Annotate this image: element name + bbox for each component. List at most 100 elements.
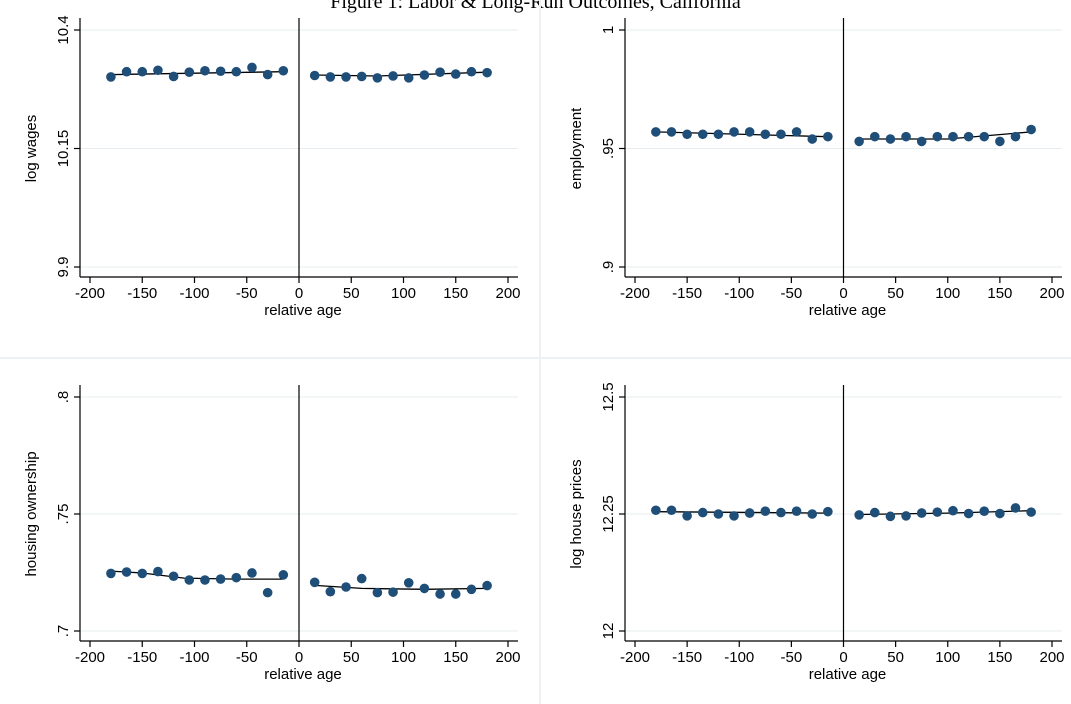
data-point <box>466 66 477 77</box>
data-point <box>854 136 864 147</box>
x-tick-label: 100 <box>391 285 416 302</box>
data-point <box>388 71 398 81</box>
data-point <box>247 62 257 73</box>
chart-panel-1: 9.9 10.15 10.4 -200 -150 -100 -50 0 50 100 150 200 r… <box>23 15 521 319</box>
data-point <box>760 506 771 516</box>
y-tick-label: .7 <box>55 625 72 638</box>
x-tick-label: -100 <box>724 285 754 302</box>
y-tick-label: .75 <box>55 504 72 525</box>
data-point <box>482 580 492 591</box>
x-tick-label: 50 <box>343 285 360 302</box>
data-point <box>744 508 755 518</box>
data-point <box>388 587 398 597</box>
x-tick-label: -50 <box>236 649 258 666</box>
data-point <box>325 72 336 82</box>
x-tick-label: 150 <box>443 649 468 666</box>
fit-line-left <box>110 570 284 580</box>
x-tick-label: -50 <box>781 649 803 666</box>
y-tick-label: 12 <box>600 623 617 640</box>
data-point <box>995 508 1005 519</box>
data-point <box>419 583 430 594</box>
data-point <box>729 127 739 137</box>
data-point <box>760 129 771 140</box>
data-point <box>309 70 320 81</box>
x-axis-title: relative age <box>809 666 887 683</box>
x-tick-label: -150 <box>127 285 157 302</box>
x-tick-label: -150 <box>127 649 157 666</box>
data-point <box>341 582 351 592</box>
x-tick-label: -200 <box>75 649 105 666</box>
data-point <box>278 65 289 76</box>
data-point <box>791 127 802 137</box>
x-tick-label: 50 <box>887 285 904 302</box>
fit-line-left <box>110 71 284 76</box>
x-tick-label: 100 <box>935 285 960 302</box>
data-point <box>666 505 677 516</box>
data-point <box>963 131 974 142</box>
data-point <box>482 67 492 78</box>
data-point <box>854 510 864 520</box>
data-point <box>262 587 273 598</box>
data-point <box>231 572 242 583</box>
data-point <box>869 131 880 142</box>
x-axis-title: relative age <box>809 302 887 319</box>
data-point <box>450 589 461 599</box>
data-point <box>356 573 367 584</box>
data-point <box>200 65 210 76</box>
data-point <box>995 136 1005 147</box>
data-point <box>697 507 708 518</box>
data-point <box>341 72 351 82</box>
x-tick-label: 200 <box>495 649 520 666</box>
x-tick-label: -200 <box>620 285 650 302</box>
data-point <box>184 575 195 585</box>
data-point <box>729 511 739 521</box>
data-point <box>901 131 911 142</box>
data-point <box>682 129 692 140</box>
data-point <box>1010 503 1021 513</box>
data-point <box>682 511 692 521</box>
x-axis-title: relative age <box>264 666 342 683</box>
chart-panel-4: 12 12.25 12.5 -200 -150 -100 -50 0 50 100 150 200 re… <box>568 382 1065 683</box>
data-point <box>372 587 383 598</box>
x-tick-label: -150 <box>672 285 702 302</box>
data-point <box>916 508 927 518</box>
data-point <box>121 567 132 577</box>
y-axis-title: log wages <box>23 115 40 183</box>
data-point <box>278 570 289 580</box>
data-point <box>1026 507 1036 517</box>
x-axis-title: relative age <box>264 302 342 319</box>
x-tick-label: 0 <box>839 285 847 302</box>
data-point <box>121 66 132 77</box>
data-point <box>215 574 226 584</box>
x-tick-label: -150 <box>672 649 702 666</box>
data-point <box>215 66 226 77</box>
data-point <box>168 571 179 582</box>
data-point <box>744 127 755 137</box>
data-point <box>247 568 257 578</box>
data-point <box>869 507 880 518</box>
x-tick-label: 150 <box>443 285 468 302</box>
data-point <box>137 66 148 77</box>
x-tick-label: 100 <box>935 649 960 666</box>
data-point <box>791 506 802 516</box>
data-point <box>823 131 833 142</box>
data-point <box>200 575 210 585</box>
data-point <box>963 508 974 519</box>
data-point <box>885 511 896 522</box>
data-point <box>450 69 461 79</box>
data-point <box>356 71 367 82</box>
data-point <box>807 509 818 519</box>
x-tick-label: 0 <box>295 649 303 666</box>
data-point <box>435 589 445 599</box>
x-tick-label: -100 <box>179 285 209 302</box>
data-point <box>885 134 896 144</box>
data-point <box>776 507 786 518</box>
x-tick-label: -100 <box>724 649 754 666</box>
y-tick-label: 9.9 <box>55 257 72 278</box>
data-point <box>823 506 833 517</box>
data-point <box>666 127 677 137</box>
x-tick-label: 200 <box>1039 285 1064 302</box>
chart-panel-2: .9 .95 1 -200 -150 -100 -50 0 50 100 150 200 relativ… <box>568 18 1065 319</box>
data-point <box>948 131 958 142</box>
x-tick-label: -200 <box>620 649 650 666</box>
